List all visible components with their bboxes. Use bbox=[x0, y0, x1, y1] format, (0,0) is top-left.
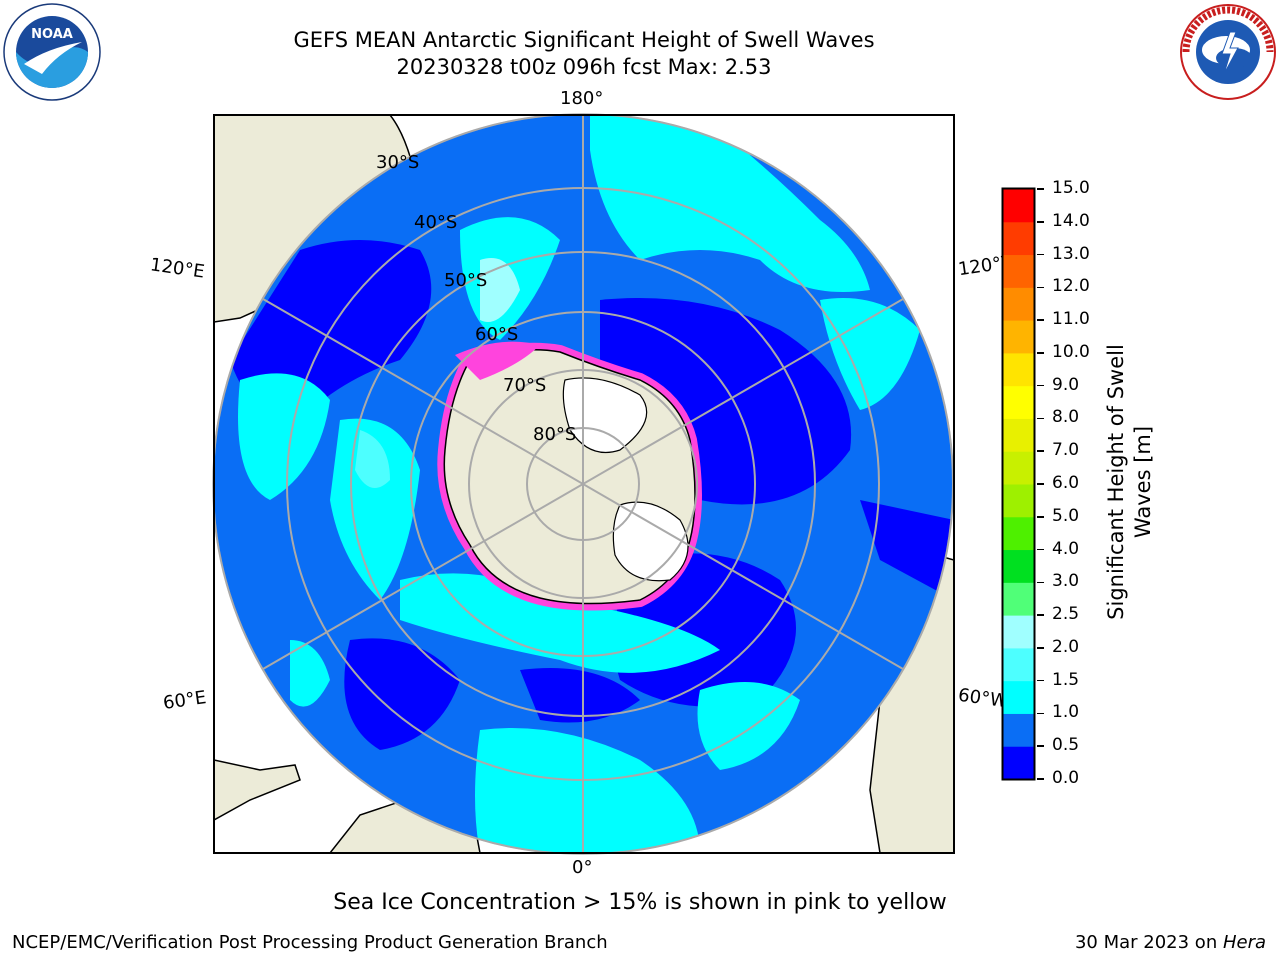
colorbar-tick-mark bbox=[1037, 679, 1044, 682]
colorbar-tick-mark bbox=[1037, 221, 1044, 223]
lat-label-60s: 60°S bbox=[475, 324, 519, 345]
colorbar-segment bbox=[1003, 352, 1034, 387]
map-frame bbox=[213, 114, 955, 854]
colorbar-tick-mark bbox=[1037, 712, 1044, 715]
colorbar-tick-mark bbox=[1037, 417, 1044, 420]
colorbar-segment bbox=[1003, 484, 1034, 518]
colorbar-segment bbox=[1003, 746, 1034, 780]
colorbar-tick-mark bbox=[1037, 483, 1044, 485]
colorbar-segment bbox=[1003, 451, 1034, 485]
colorbar-tick-mark bbox=[1037, 450, 1044, 452]
colorbar-tick-label: 13.0 bbox=[1052, 243, 1090, 264]
colorbar-label-line-1: Significant Height of Swell bbox=[1104, 344, 1128, 620]
colorbar-tick-label: 7.0 bbox=[1052, 440, 1080, 461]
colorbar-tick-label: 1.0 bbox=[1052, 702, 1080, 723]
colorbar-tick-label: 15.0 bbox=[1052, 178, 1090, 198]
colorbar-tick-mark bbox=[1037, 614, 1044, 616]
footer-date: 30 Mar 2023 on Hera bbox=[1075, 932, 1266, 953]
lon-label-180: 180° bbox=[560, 88, 604, 109]
lat-label-80s: 80°S bbox=[533, 424, 577, 445]
colorbar bbox=[1001, 187, 1036, 781]
colorbar-segment bbox=[1003, 418, 1034, 452]
colorbar-tick-mark bbox=[1037, 286, 1044, 289]
colorbar-tick-label: 2.0 bbox=[1052, 636, 1080, 657]
nws-logo bbox=[1180, 4, 1276, 100]
colorbar-segment bbox=[1003, 713, 1034, 747]
colorbar-label-line-2: Waves [m] bbox=[1131, 425, 1155, 539]
colorbar-tick-mark bbox=[1037, 319, 1044, 321]
colorbar-tick-label: 10.0 bbox=[1052, 341, 1090, 362]
colorbar-segment bbox=[1003, 549, 1034, 583]
colorbar-segment bbox=[1003, 287, 1034, 321]
title-line-2: 20230328 t00z 096h fcst Max: 2.53 bbox=[396, 55, 772, 79]
footer-branch: NCEP/EMC/Verification Post Processing Pr… bbox=[12, 932, 608, 953]
colorbar-tick-label: 5.0 bbox=[1052, 505, 1080, 526]
colorbar-segment bbox=[1003, 647, 1034, 682]
colorbar-tick-label: 6.0 bbox=[1052, 473, 1080, 493]
colorbar-tick-mark bbox=[1037, 581, 1044, 584]
colorbar-segment bbox=[1003, 385, 1034, 419]
sea-ice-caption: Sea Ice Concentration > 15% is shown in … bbox=[333, 890, 947, 915]
colorbar-tick-mark bbox=[1037, 548, 1044, 551]
colorbar-tick-label: 0.5 bbox=[1052, 735, 1080, 756]
footer-host: Hera bbox=[1222, 932, 1266, 953]
colorbar-segment bbox=[1003, 320, 1034, 354]
title-line-1: GEFS MEAN Antarctic Significant Height o… bbox=[293, 28, 875, 52]
lat-label-50s: 50°S bbox=[444, 270, 488, 291]
colorbar-tick-label: 9.0 bbox=[1052, 374, 1080, 395]
colorbar-segment bbox=[1003, 516, 1034, 551]
colorbar-label: Significant Height of Swell Waves [m] bbox=[1103, 272, 1157, 692]
lon-label-0: 0° bbox=[572, 857, 593, 878]
colorbar-tick-mark bbox=[1037, 647, 1044, 649]
colorbar-segment bbox=[1003, 582, 1034, 616]
noaa-logo: NOAA bbox=[3, 3, 101, 101]
colorbar-segment bbox=[1003, 615, 1034, 649]
colorbar-tick-mark bbox=[1037, 253, 1044, 256]
colorbar-tick-label: 4.0 bbox=[1052, 538, 1080, 559]
colorbar-tick-label: 8.0 bbox=[1052, 407, 1080, 428]
noaa-logo-text: NOAA bbox=[31, 27, 73, 42]
colorbar-tick-mark bbox=[1037, 188, 1044, 190]
colorbar-tick-mark bbox=[1037, 352, 1044, 354]
colorbar-tick-label: 0.0 bbox=[1052, 768, 1080, 788]
lat-label-70s: 70°S bbox=[503, 375, 547, 396]
colorbar-tick-label: 14.0 bbox=[1052, 210, 1090, 231]
lat-label-40s: 40°S bbox=[414, 212, 458, 233]
colorbar-segment bbox=[1003, 221, 1034, 256]
colorbar-tick-mark bbox=[1037, 516, 1044, 518]
colorbar-tick-mark bbox=[1037, 778, 1044, 780]
colorbar-tick-mark bbox=[1037, 384, 1044, 387]
footer-date-text: 30 Mar 2023 on bbox=[1074, 932, 1223, 953]
colorbar-tick-label: 1.5 bbox=[1052, 669, 1080, 690]
colorbar-segment bbox=[1003, 680, 1034, 714]
colorbar-tick-label: 12.0 bbox=[1052, 276, 1090, 297]
colorbar-segment bbox=[1003, 254, 1034, 288]
colorbar-segment bbox=[1003, 189, 1034, 223]
colorbar-tick-mark bbox=[1037, 745, 1044, 747]
colorbar-tick-label: 11.0 bbox=[1052, 309, 1090, 330]
colorbar-tick-label: 3.0 bbox=[1052, 571, 1080, 592]
lat-label-30s: 30°S bbox=[376, 152, 420, 173]
colorbar-tick-label: 2.5 bbox=[1052, 604, 1080, 625]
